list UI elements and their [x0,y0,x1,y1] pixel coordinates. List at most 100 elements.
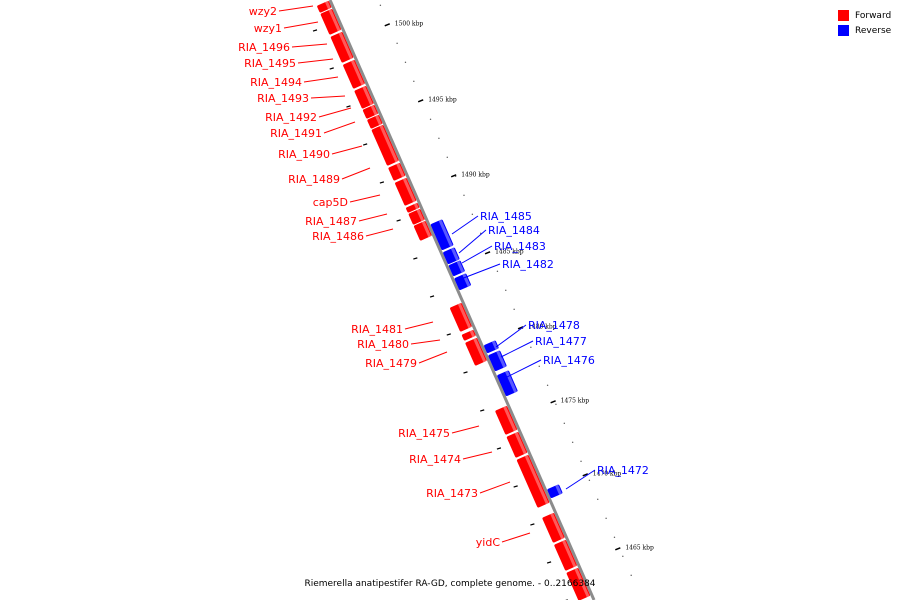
scale-dot [588,479,591,481]
gene-block-body [495,406,517,435]
gene-leader-line [500,340,534,358]
legend-item-reverse: Reverse [838,23,891,38]
gene-block-shine [370,105,378,116]
gene-block-shine [574,568,590,598]
legend-label: Forward [855,10,892,21]
scale-tick-label: 1500 kbp [395,20,424,27]
gene-label-RIA_1484: RIA_1484 [488,224,540,237]
scale-tick-label: 1490 kbp [461,171,490,178]
gene-leader-line [462,451,493,460]
gene-leader-line [458,229,487,254]
gene-block-body [371,125,399,166]
gene-block-RIA_1489 [395,178,417,206]
minor-tick [496,447,502,450]
gene-label-RIA_1482: RIA_1482 [502,258,554,271]
gene-leader-line [278,5,314,12]
gene-block-shine [473,338,487,363]
gene-label-RIA_1472: RIA_1472 [597,464,649,477]
gene-leader-line [303,76,339,83]
gene-block-wzy2 [317,1,332,13]
gene-label-wzy1: wzy1 [254,22,282,35]
scale-dot [555,403,557,405]
gene-blocks [317,1,590,600]
gene-block-RIA_1472 [547,484,563,499]
gene-leader-line [297,58,334,64]
gene-block-body [488,350,507,372]
gene-leader-line [479,481,511,494]
minor-tick [329,67,334,70]
gene-block-RIA_1484 [443,247,460,265]
scale-dot [563,422,566,424]
gene-block-RIA_1479 [465,338,487,366]
gene-block-shine [550,513,565,540]
gene-label-RIA_1496: RIA_1496 [238,41,290,54]
genome-caption: Riemerella anatipestifer RA-GD, complete… [304,579,596,589]
gene-block-shine [350,60,365,86]
scale-tick-label: 1495 kbp [428,96,457,103]
gene-block-RIA_1486 [414,221,432,241]
gene-label-RIA_1493: RIA_1493 [257,92,309,105]
scale-dot [496,270,499,272]
gene-leader-line [349,194,381,203]
scale-dot [605,517,607,519]
gene-leader-line [323,121,356,134]
gene-leader-line [506,359,542,378]
gene-block-body [450,303,472,332]
gene-block-body [330,32,354,63]
minor-tick [346,105,351,108]
gene-block-shine [450,247,459,261]
gene-label-RIA_1474: RIA_1474 [409,453,461,466]
scale-dot [471,213,474,215]
gene-block-body [554,540,577,571]
gene-label-wzy2: wzy2 [249,5,277,18]
scale-dot [538,365,540,367]
scale-dot [379,4,382,6]
gene-leader-line [565,469,596,490]
gene-label-RIA_1477: RIA_1477 [535,335,587,348]
gene-leader-line [404,321,434,330]
gene-block-body [506,432,528,458]
gene-block-unlabeled [554,540,577,571]
gene-block-shine [491,340,499,350]
gene-block-body [414,221,432,241]
scale-dot [438,137,440,139]
scale-dot [597,498,599,500]
scale-dot [571,441,574,443]
gene-block-RIA_1492 [367,115,383,129]
gene-block-RIA_1475 [495,406,517,435]
scale-tick-label: 1475 kbp [561,397,590,404]
gene-block-body [566,568,590,600]
gene-block-RIA_1473 [516,455,550,508]
minor-tick [546,561,552,564]
gene-block-body [406,203,420,213]
gene-block-shine [503,406,517,432]
gene-leader-line [365,228,394,237]
gene-block-RIA_1493 [362,105,378,119]
scale-tick [450,174,457,178]
gene-block-shine [562,540,577,568]
gene-block-shine [438,219,453,247]
scale-tick-label: 1470 kbp [593,470,622,477]
gene-label-RIA_1481: RIA_1481 [351,323,403,336]
gene-block-body [443,247,460,265]
gene-block-shine [514,432,527,455]
gene-leader-line [461,245,493,264]
scale-dot [530,346,532,348]
gene-label-cap5D: cap5D [313,196,348,209]
gene-block-shine [379,125,399,163]
gene-block-yidC [542,513,565,543]
gene-block-shine [421,221,432,238]
gene-block-shine [462,273,471,287]
minor-tick [379,181,385,184]
scale-dot [396,42,398,44]
gene-block-shine [469,330,476,338]
gene-leader-line [418,351,448,364]
gene-block-RIA_1490 [388,163,406,181]
minor-tick [396,219,401,222]
gene-block-body [461,330,476,341]
scale-dot [505,289,507,291]
minor-tick [446,333,451,336]
gene-block-RIA_1491 [371,125,399,166]
gene-block-shine [524,455,549,505]
gene-label-RIA_1476: RIA_1476 [543,354,595,367]
